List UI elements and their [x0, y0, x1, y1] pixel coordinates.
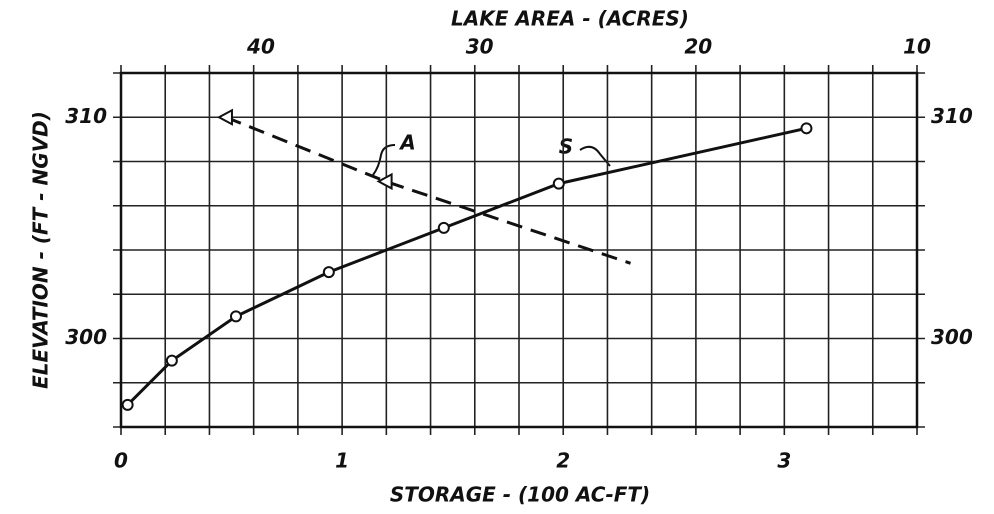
x-tick-label: 0 [114, 449, 128, 473]
point [801, 123, 811, 133]
x-tick-label: 1 [335, 449, 349, 473]
x2-tick-label: 30 [466, 35, 494, 59]
point [439, 223, 449, 233]
point [231, 311, 241, 321]
y-tick-label: 310 [65, 104, 107, 128]
x-axis-title: STORAGE - (100 AC-FT) [390, 483, 650, 507]
series-label: A [398, 131, 415, 155]
y-tick-label-right: 300 [931, 325, 973, 349]
chart: LAKE AREA - (ACRES) STORAGE - (100 AC-FT… [0, 0, 994, 514]
top-axis-title: LAKE AREA - (ACRES) [451, 7, 689, 31]
y-tick-label: 300 [65, 325, 107, 349]
x-tick-label: 2 [556, 449, 570, 473]
y-tick-label-right: 310 [931, 104, 973, 128]
background [0, 0, 994, 514]
point [554, 179, 564, 189]
y-axis-title: ELEVATION - (FT - NGVD) [29, 111, 53, 389]
x-tick-label: 3 [777, 449, 791, 473]
x2-tick-label: 20 [684, 35, 712, 59]
x2-tick-label: 10 [903, 35, 931, 59]
x2-tick-label: 40 [246, 35, 275, 59]
point [123, 400, 133, 410]
series-label: S [559, 135, 573, 159]
point [324, 267, 334, 277]
point [167, 356, 177, 366]
